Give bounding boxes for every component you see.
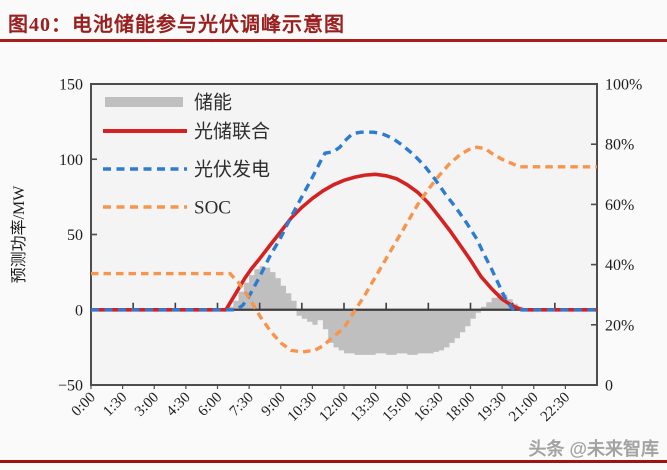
x-tick-label: 16:30 [411,390,446,425]
right-tick-label: 60% [605,197,634,214]
x-tick-label: 1:30 [100,390,130,420]
x-tick-label: 7:30 [227,390,257,420]
left-tick-label: −50 [58,378,83,395]
pv-generation-line [91,130,597,312]
x-tick-label: 15:00 [380,390,415,425]
right-tick-label: 100% [605,77,642,94]
legend-swatch-storage [105,97,183,107]
left-tick-label: 100 [59,152,83,169]
right-tick-label: 40% [605,257,634,274]
x-tick-label: 9:00 [258,390,288,420]
figure-title: 图40：电池储能参与光伏调峰示意图 [8,14,345,36]
right-tick-label: 80% [605,137,634,154]
legend-label: 光储联合 [194,121,270,143]
x-tick-label: 12:00 [316,390,351,425]
title-rule [0,39,667,42]
x-tick-label: 21:00 [506,390,541,425]
x-tick-label: 22:30 [538,390,573,425]
right-tick-label: 0 [605,378,613,395]
y-axis-title: 预测功率/MW [10,185,28,284]
x-tick-label: 6:00 [195,390,225,420]
x-tick-label: 3:00 [132,390,162,420]
legend-label: 光伏发电 [194,159,270,181]
left-tick-label: 0 [75,302,83,319]
x-tick-label: 19:30 [474,390,509,425]
x-tick-label: 18:00 [443,390,478,425]
x-tick-label: 13:30 [348,390,383,425]
footer-rule [0,460,667,463]
legend-label: 储能 [194,92,232,114]
watermark: 头条 @未来智库 [528,439,659,459]
right-tick-label: 20% [605,317,634,334]
left-tick-label: 50 [67,227,83,244]
combined-pv-storage-line [91,172,597,312]
left-tick-label: 150 [59,77,83,94]
x-tick-label: 4:30 [164,390,194,420]
soc-line [91,145,597,354]
x-tick-label: 10:30 [285,390,320,425]
legend-label: SOC [194,198,231,219]
